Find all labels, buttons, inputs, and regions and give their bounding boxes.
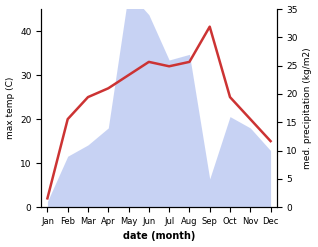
X-axis label: date (month): date (month)	[123, 231, 195, 242]
Y-axis label: med. precipitation (kg/m2): med. precipitation (kg/m2)	[303, 47, 313, 169]
Y-axis label: max temp (C): max temp (C)	[5, 77, 15, 139]
